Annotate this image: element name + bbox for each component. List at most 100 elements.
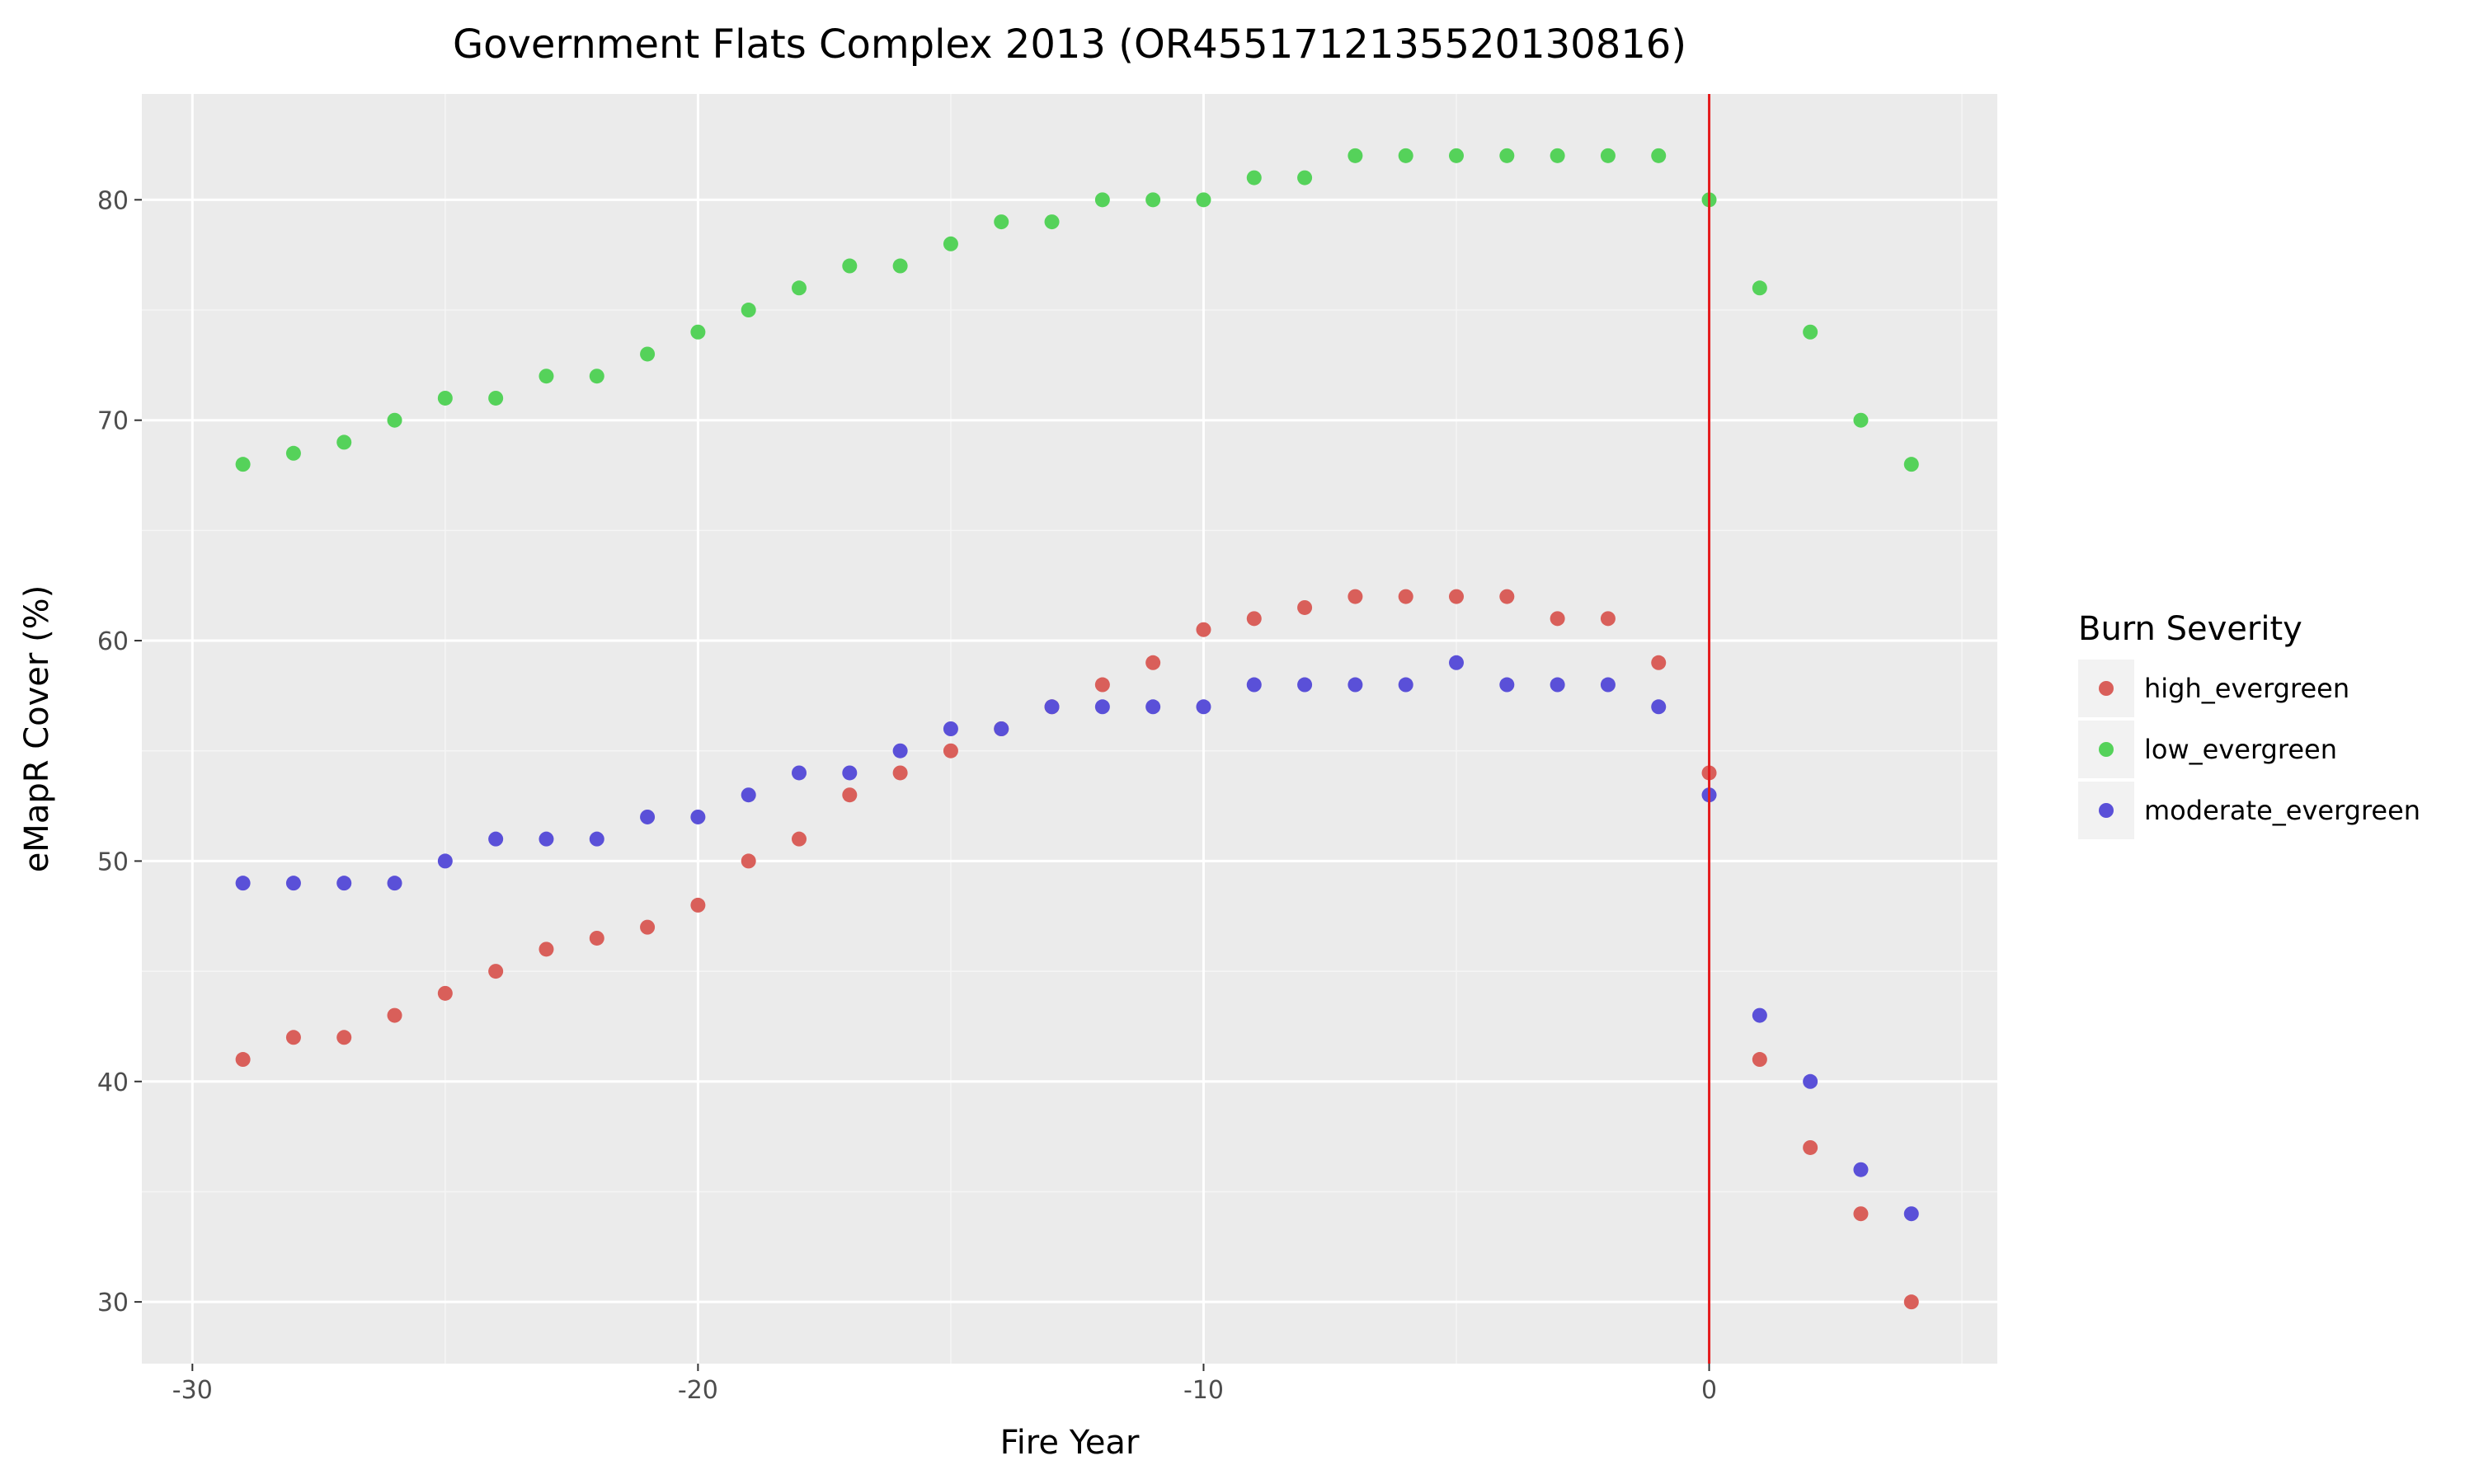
data-point — [285, 1030, 301, 1045]
data-point — [1853, 412, 1869, 428]
data-point — [488, 964, 504, 979]
data-point — [943, 743, 958, 758]
data-point — [640, 919, 656, 935]
data-point — [387, 412, 402, 428]
data-point — [892, 743, 908, 758]
y-tick-label: 60 — [97, 627, 129, 656]
series-low_evergreen — [235, 148, 1919, 472]
legend-title: Burn Severity — [2078, 610, 2302, 648]
data-point — [1196, 622, 1211, 637]
data-point — [842, 258, 858, 274]
data-point — [1803, 324, 1818, 340]
data-point — [842, 765, 858, 781]
y-axis: 30 40 50 60 70 80 — [97, 186, 142, 1317]
data-point — [1550, 148, 1565, 163]
data-point — [1853, 1206, 1869, 1222]
data-point — [741, 787, 756, 803]
data-point — [1094, 699, 1110, 715]
data-point — [1903, 457, 1919, 472]
data-point — [842, 787, 858, 803]
legend-label: low_evergreen — [2144, 734, 2337, 765]
data-point — [539, 369, 554, 384]
data-point — [994, 721, 1009, 736]
y-tick-label: 80 — [97, 186, 129, 215]
data-point — [690, 809, 706, 824]
data-point — [437, 390, 453, 406]
data-point — [1145, 192, 1161, 208]
data-point — [1600, 148, 1616, 163]
data-point — [1651, 655, 1667, 670]
data-point — [943, 236, 958, 251]
data-point — [1903, 1206, 1919, 1222]
y-tick-label: 50 — [97, 848, 129, 876]
data-point — [387, 1007, 402, 1023]
y-tick-label: 40 — [97, 1068, 129, 1097]
data-point — [792, 765, 807, 781]
data-point — [1398, 148, 1413, 163]
data-point — [539, 831, 554, 847]
data-point — [589, 369, 604, 384]
plot-area — [142, 94, 1997, 1364]
data-point — [1196, 699, 1211, 715]
x-axis-title: Fire Year — [1000, 1424, 1140, 1462]
data-point — [488, 390, 504, 406]
data-point — [1348, 148, 1363, 163]
legend-item: high_evergreen — [2078, 660, 2349, 717]
x-tick-label: -30 — [172, 1376, 213, 1405]
data-point — [1044, 214, 1060, 230]
data-point — [640, 346, 656, 362]
data-point — [640, 809, 656, 824]
data-point — [994, 214, 1009, 230]
data-point — [1853, 1162, 1869, 1177]
data-point — [792, 280, 807, 296]
data-point — [1550, 677, 1565, 693]
legend-marker — [2099, 742, 2114, 757]
data-point — [488, 831, 504, 847]
legend-label: high_evergreen — [2144, 673, 2349, 704]
data-point — [1246, 611, 1262, 627]
data-point — [1752, 1052, 1767, 1068]
x-tick-label: -10 — [1183, 1376, 1224, 1405]
data-point — [1196, 192, 1211, 208]
chart-title: Government Flats Complex 2013 (OR4551712… — [453, 21, 1686, 68]
legend: Burn Severity high_evergreen low_evergree… — [2078, 610, 2420, 839]
data-point — [1449, 148, 1465, 163]
data-point — [741, 853, 756, 869]
data-point — [690, 897, 706, 913]
legend-item: moderate_evergreen — [2078, 782, 2420, 839]
data-point — [792, 831, 807, 847]
data-point — [285, 876, 301, 891]
data-point — [1499, 589, 1515, 604]
data-point — [387, 876, 402, 891]
data-point — [1651, 148, 1667, 163]
data-point — [1651, 699, 1667, 715]
data-point — [235, 457, 251, 472]
data-point — [892, 765, 908, 781]
legend-marker — [2099, 681, 2114, 696]
legend-label: moderate_evergreen — [2144, 795, 2420, 826]
data-point — [336, 1030, 352, 1045]
legend-marker — [2099, 803, 2114, 818]
data-point — [1752, 1007, 1767, 1023]
data-point — [1145, 699, 1161, 715]
data-point — [1550, 611, 1565, 627]
data-points — [235, 148, 1919, 1310]
x-tick-label: 0 — [1701, 1376, 1717, 1405]
legend-item: low_evergreen — [2078, 721, 2337, 778]
data-point — [1246, 170, 1262, 186]
data-point — [1499, 677, 1515, 693]
x-axis: -30 -20 -10 0 — [172, 1364, 1717, 1405]
y-axis-title: eMapR Cover (%) — [18, 585, 56, 873]
data-point — [892, 258, 908, 274]
data-point — [1600, 677, 1616, 693]
data-point — [1297, 677, 1313, 693]
data-point — [235, 1052, 251, 1068]
data-point — [1903, 1294, 1919, 1310]
plot-background — [142, 94, 1997, 1364]
data-point — [690, 324, 706, 340]
data-point — [336, 434, 352, 450]
data-point — [437, 985, 453, 1001]
data-point — [1600, 611, 1616, 627]
data-point — [1803, 1073, 1818, 1089]
